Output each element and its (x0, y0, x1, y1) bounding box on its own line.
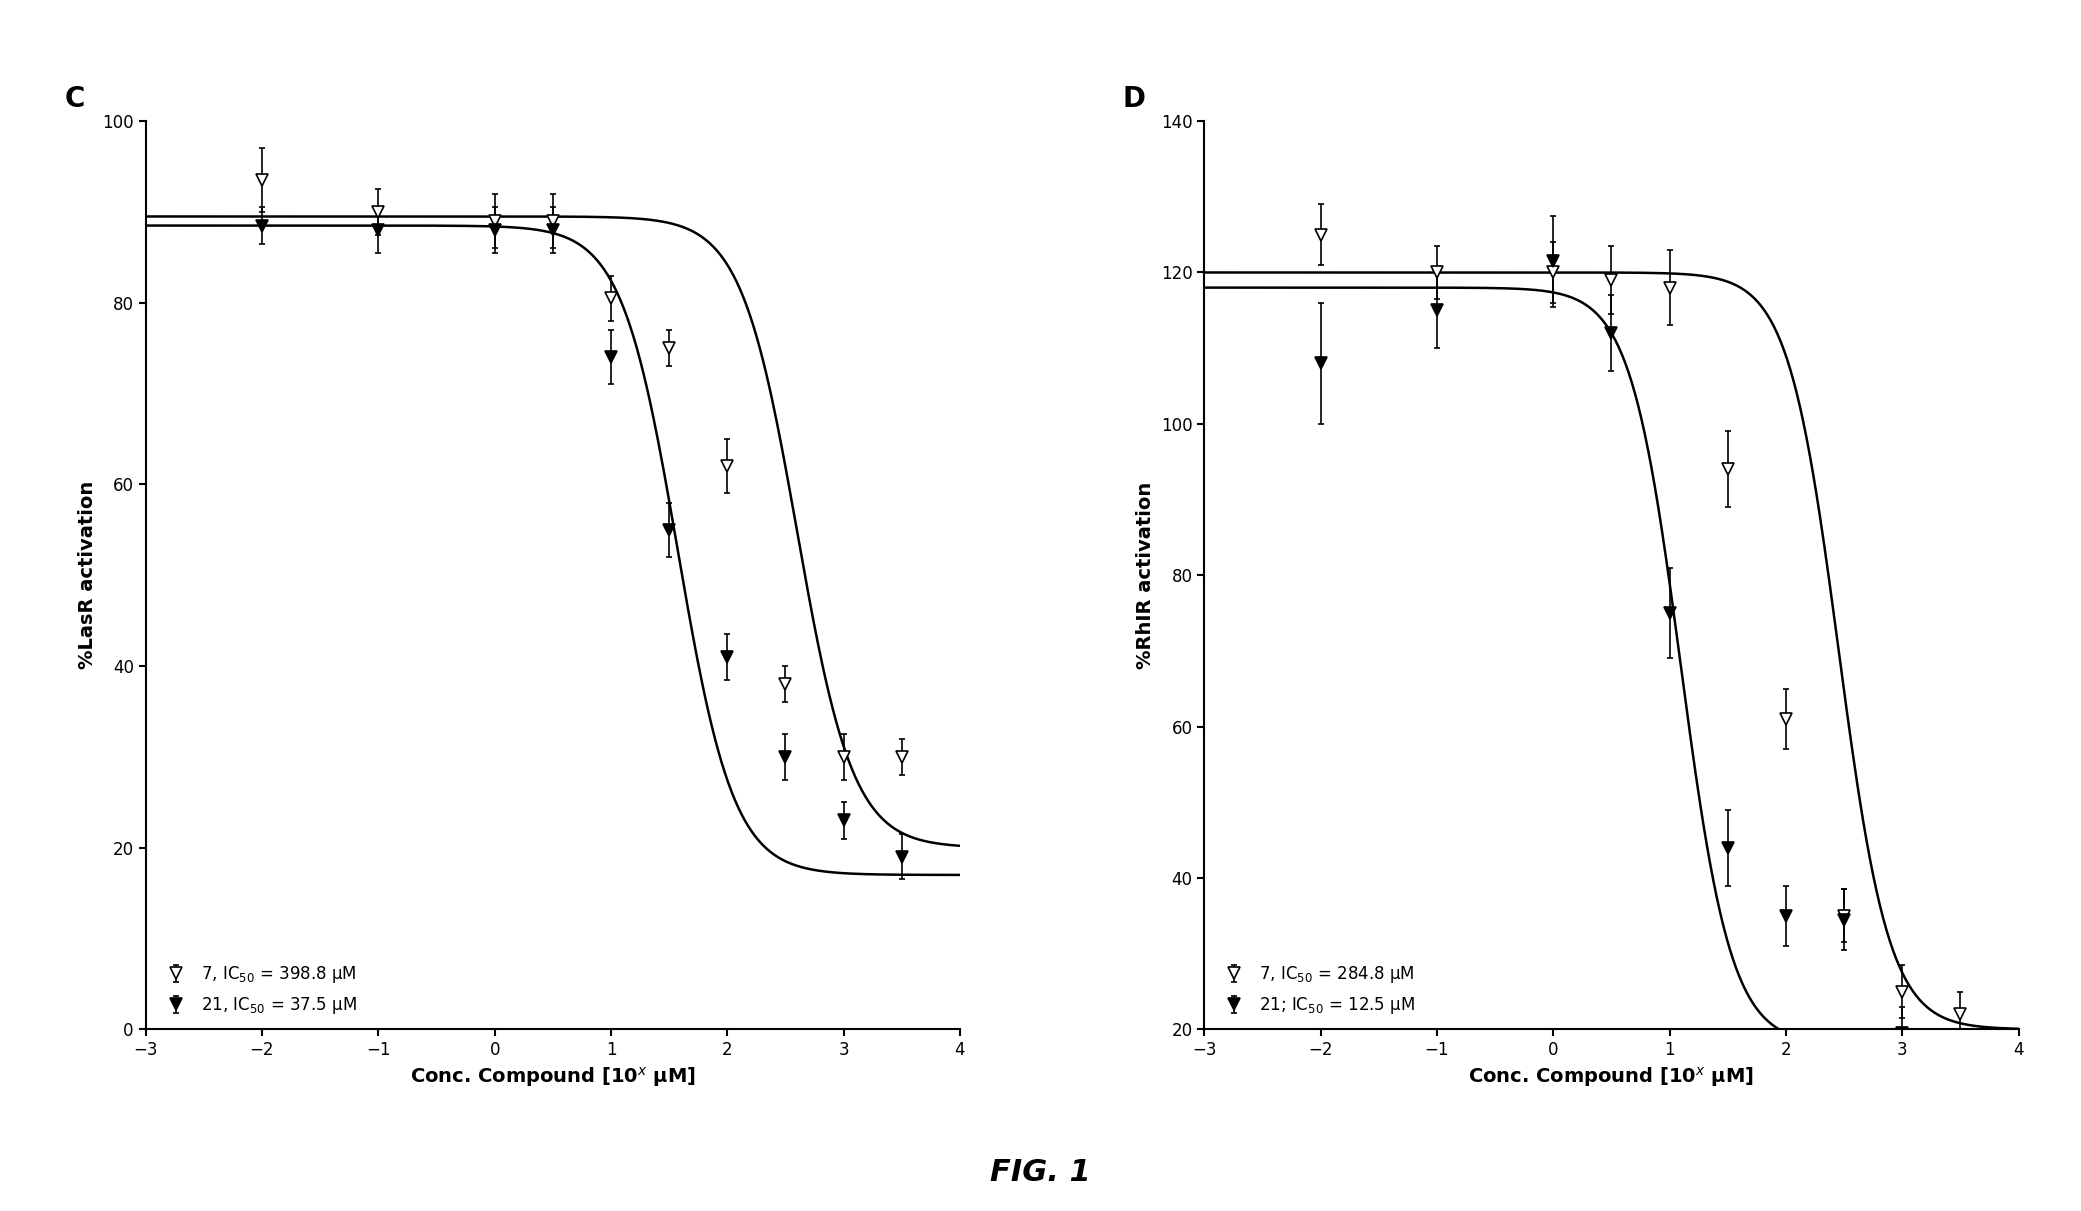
X-axis label: Conc. Compound [10$^x$ μM]: Conc. Compound [10$^x$ μM] (410, 1064, 695, 1089)
X-axis label: Conc. Compound [10$^x$ μM]: Conc. Compound [10$^x$ μM] (1469, 1064, 1754, 1089)
Text: FIG. 1: FIG. 1 (991, 1158, 1090, 1187)
Text: C: C (65, 85, 85, 113)
Y-axis label: %RhIR activation: %RhIR activation (1136, 482, 1155, 668)
Text: D: D (1124, 85, 1147, 113)
Legend: 7, IC$_{50}$ = 284.8 μM, 21; IC$_{50}$ = 12.5 μM: 7, IC$_{50}$ = 284.8 μM, 21; IC$_{50}$ =… (1213, 959, 1421, 1021)
Legend: 7, IC$_{50}$ = 398.8 μM, 21, IC$_{50}$ = 37.5 μM: 7, IC$_{50}$ = 398.8 μM, 21, IC$_{50}$ =… (154, 959, 362, 1021)
Y-axis label: %LasR activation: %LasR activation (77, 481, 96, 670)
